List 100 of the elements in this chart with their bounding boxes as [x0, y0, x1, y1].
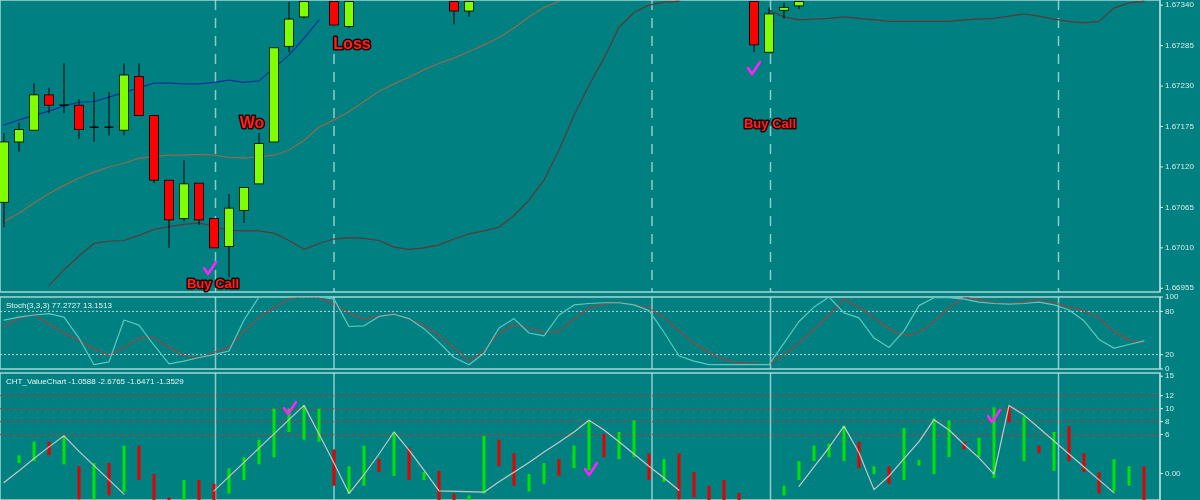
candlestick: [44, 87, 54, 114]
bar: [227, 468, 231, 494]
bar: [302, 405, 306, 440]
bar: [602, 433, 606, 458]
annotation: Buy Call: [186, 276, 240, 291]
text: CHT_ValueChart -1.0588 -2.6765 -1.6471 -1.3529: [6, 377, 185, 386]
bar: [587, 420, 591, 471]
y-tick-label: 20: [1165, 349, 1175, 359]
bar: [152, 474, 156, 500]
bar: [1097, 472, 1101, 494]
bar: [677, 453, 681, 500]
bar: [1082, 453, 1086, 473]
bar: [902, 428, 906, 480]
y-tick-label: 0.00: [1165, 468, 1182, 478]
candlestick: [239, 187, 249, 224]
bar: [272, 408, 276, 458]
line-series: [3, 297, 1145, 366]
candlestick: [329, 0, 339, 29]
bar: [527, 474, 531, 492]
bar: [437, 470, 441, 500]
bar: [1037, 445, 1041, 454]
text: Stoch(3,3,3) 77.2727 13.1513: [6, 301, 113, 310]
bar: [212, 483, 216, 500]
bar: [347, 466, 351, 494]
y-tick-label: 15: [1165, 371, 1175, 381]
bar: [92, 463, 96, 500]
y-tick-label: 8: [1165, 416, 1170, 426]
bar: [197, 479, 201, 500]
bar: [392, 431, 396, 477]
y-tick-label: 1.67340: [1165, 0, 1195, 10]
candlestick: [58, 62, 70, 114]
bar: [932, 418, 936, 475]
y-tick-label: 1.67230: [1165, 81, 1195, 91]
bar: [1052, 431, 1056, 471]
bar: [782, 485, 786, 496]
bar: [32, 441, 36, 462]
y-tick-label: 100: [1165, 292, 1179, 302]
bar: [1112, 459, 1116, 492]
candlestick: [14, 122, 24, 153]
bar: [467, 495, 471, 500]
y-tick-label: 1.67285: [1165, 40, 1195, 50]
bar: [137, 445, 141, 480]
bar: [77, 466, 81, 500]
bar: [482, 435, 486, 494]
bar: [332, 449, 336, 486]
bar: [977, 437, 981, 458]
bar: [17, 455, 21, 464]
bar: [1127, 466, 1131, 486]
candlestick: [779, 2, 789, 19]
bar: [557, 459, 561, 477]
y-tick-label: 10: [1165, 403, 1175, 413]
y-tick-label: 0: [1165, 364, 1170, 374]
bar: [887, 466, 891, 484]
candlestick: [449, 0, 459, 25]
bar: [1022, 416, 1026, 462]
bar: [797, 461, 801, 480]
bar: [107, 463, 111, 496]
bar: [1067, 426, 1071, 462]
bar: [422, 472, 426, 480]
bar: [167, 497, 171, 500]
bar: [632, 420, 636, 458]
bar: [452, 493, 456, 500]
line-series: [3, 0, 560, 222]
bar: [917, 459, 921, 466]
candlestick: [103, 91, 115, 136]
bar: [377, 459, 381, 473]
bar: [647, 453, 651, 480]
bar: [812, 445, 816, 462]
bar: [692, 472, 696, 498]
candlestick: [88, 91, 100, 143]
bar: [617, 431, 621, 460]
bar: [362, 445, 366, 486]
bar: [242, 457, 246, 480]
bar: [947, 420, 951, 458]
line-series: [3, 19, 320, 126]
bar: [182, 479, 186, 500]
y-tick-label: 6: [1165, 429, 1170, 439]
bar: [842, 426, 846, 462]
y-tick-label: 1.66955: [1165, 283, 1195, 293]
bar: [1142, 466, 1146, 500]
y-tick-label: 1.67175: [1165, 121, 1195, 131]
bar: [662, 459, 666, 482]
y-tick-label: 1.67010: [1165, 242, 1195, 252]
annotation: Buy Call: [743, 116, 797, 131]
y-tick-label: 1.67065: [1165, 202, 1195, 212]
bar: [872, 466, 876, 475]
bar: [122, 445, 126, 492]
y-tick-label: 80: [1165, 306, 1175, 316]
bar: [572, 445, 576, 469]
bar: [737, 492, 741, 500]
y-tick-label: 12: [1165, 390, 1175, 400]
bar: [512, 453, 516, 486]
bar: [62, 435, 66, 465]
bar: [542, 463, 546, 484]
bar: [707, 485, 711, 500]
y-tick-label: 1.67120: [1165, 162, 1195, 172]
bar: [317, 408, 321, 442]
bar: [407, 447, 411, 480]
annotation: Wo: [239, 114, 265, 131]
bar: [722, 479, 726, 500]
